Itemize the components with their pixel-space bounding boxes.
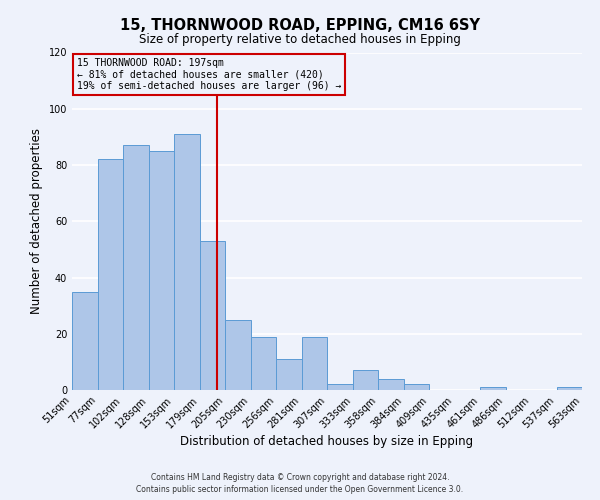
Bar <box>97 160 123 390</box>
Bar <box>480 387 505 390</box>
Y-axis label: Number of detached properties: Number of detached properties <box>30 128 43 314</box>
Bar <box>353 370 378 390</box>
Bar <box>174 134 199 390</box>
Bar <box>302 336 327 390</box>
Bar <box>327 384 353 390</box>
Text: 15 THORNWOOD ROAD: 197sqm
← 81% of detached houses are smaller (420)
19% of semi: 15 THORNWOOD ROAD: 197sqm ← 81% of detac… <box>77 58 341 91</box>
Text: 15, THORNWOOD ROAD, EPPING, CM16 6SY: 15, THORNWOOD ROAD, EPPING, CM16 6SY <box>120 18 480 32</box>
Text: Size of property relative to detached houses in Epping: Size of property relative to detached ho… <box>139 32 461 46</box>
Bar <box>225 320 251 390</box>
X-axis label: Distribution of detached houses by size in Epping: Distribution of detached houses by size … <box>181 436 473 448</box>
Bar <box>199 241 225 390</box>
Bar <box>557 387 582 390</box>
Text: Contains HM Land Registry data © Crown copyright and database right 2024.
Contai: Contains HM Land Registry data © Crown c… <box>136 472 464 494</box>
Bar <box>251 336 276 390</box>
Bar <box>149 151 174 390</box>
Bar <box>404 384 429 390</box>
Bar <box>123 146 149 390</box>
Bar <box>378 379 404 390</box>
Bar <box>72 292 97 390</box>
Bar <box>276 359 302 390</box>
